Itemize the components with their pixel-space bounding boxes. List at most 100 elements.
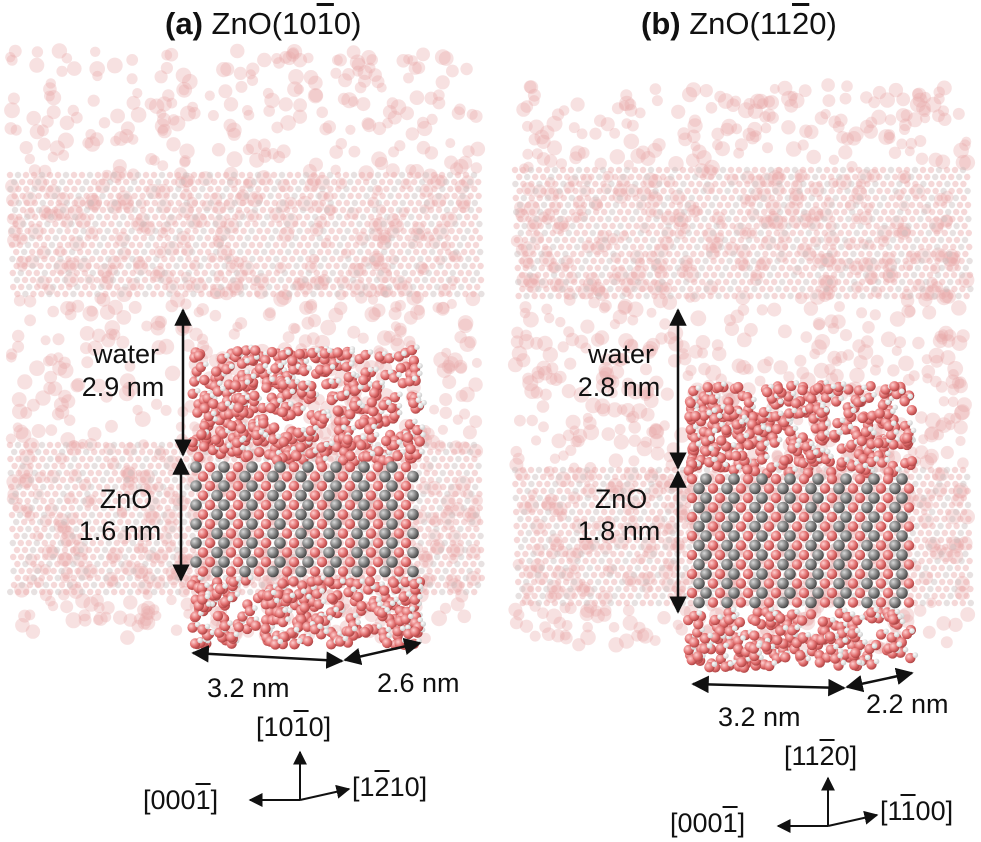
periodic-crystal-atom [184, 483, 191, 491]
periodic-water-atom [469, 415, 483, 428]
periodic-water-atom [112, 159, 127, 174]
periodic-crystal-atom [13, 262, 20, 270]
periodic-crystal-atom [435, 448, 442, 456]
periodic-crystal-atom [537, 208, 544, 216]
periodic-crystal-atom [948, 173, 955, 181]
periodic-crystal-atom [49, 525, 56, 533]
periodic-crystal-atom [87, 469, 95, 477]
periodic-crystal-atom [519, 166, 527, 174]
periodic-crystal-atom [9, 525, 16, 533]
periodic-water-atom [26, 110, 41, 126]
periodic-water-atom [176, 230, 191, 246]
periodic-water-atom [920, 113, 931, 124]
periodic-crystal-atom [411, 206, 419, 214]
periodic-water-atom [834, 301, 845, 312]
periodic-crystal-atom [533, 215, 540, 223]
periodic-water-atom [928, 152, 943, 167]
periodic-water-atom [116, 310, 132, 325]
periodic-crystal-atom [299, 192, 306, 200]
periodic-crystal-atom [263, 199, 270, 207]
periodic-crystal-atom [461, 518, 468, 526]
periodic-crystal-atom [107, 462, 114, 470]
periodic-crystal-atom [9, 269, 16, 277]
periodic-crystal-atom [881, 208, 888, 216]
periodic-crystal-atom [959, 166, 967, 174]
periodic-crystal-atom [182, 574, 189, 582]
periodic-crystal-atom [559, 166, 567, 174]
periodic-water-atom [640, 407, 655, 422]
periodic-crystal-atom [756, 187, 763, 195]
periodic-water-atom [513, 609, 525, 621]
periodic-crystal-atom [420, 504, 427, 512]
periodic-crystal-atom [261, 276, 269, 284]
periodic-crystal-atom [149, 248, 156, 256]
periodic-water-atom [462, 145, 475, 158]
periodic-water-atom [297, 195, 314, 212]
periodic-crystal-atom [415, 185, 422, 193]
periodic-water-atom [137, 528, 152, 543]
periodic-water-atom [697, 347, 708, 359]
periodic-crystal-atom [333, 248, 340, 256]
periodic-water-atom [216, 244, 233, 261]
periodic-water-atom [160, 404, 172, 416]
periodic-crystal-atom [151, 469, 158, 477]
periodic-crystal-atom [920, 194, 927, 202]
periodic-crystal-atom [453, 276, 461, 284]
periodic-crystal-atom [251, 206, 259, 214]
periodic-water-atom [760, 122, 772, 134]
periodic-crystal-atom [459, 448, 466, 456]
periodic-water-atom [459, 386, 475, 403]
periodic-crystal-atom [591, 166, 599, 174]
periodic-water-atom [290, 323, 301, 334]
periodic-water-atom [400, 106, 414, 121]
periodic-crystal-atom [307, 206, 315, 214]
periodic-crystal-atom [276, 220, 283, 228]
periodic-crystal-atom [166, 441, 174, 449]
periodic-crystal-atom [146, 567, 153, 575]
periodic-crystal-atom [360, 213, 367, 221]
periodic-crystal-atom [557, 215, 564, 223]
periodic-crystal-atom [369, 269, 376, 277]
periodic-crystal-atom [789, 215, 796, 223]
periodic-crystal-atom [325, 276, 333, 284]
periodic-crystal-atom [99, 206, 107, 214]
periodic-crystal-atom [454, 574, 461, 582]
periodic-water-atom [21, 506, 33, 518]
periodic-crystal-atom [437, 276, 445, 284]
periodic-crystal-atom [182, 560, 189, 568]
periodic-water-atom [298, 334, 313, 348]
periodic-crystal-atom [333, 262, 340, 270]
periodic-crystal-atom [34, 283, 41, 291]
periodic-water-atom [388, 146, 400, 158]
periodic-crystal-atom [102, 290, 109, 298]
periodic-water-atom [246, 138, 262, 155]
periodic-water-atom [82, 305, 99, 322]
periodic-crystal-atom [449, 269, 456, 277]
periodic-water-atom [441, 494, 456, 510]
periodic-crystal-atom [149, 276, 157, 284]
periodic-crystal-atom [7, 199, 14, 207]
periodic-crystal-atom [163, 448, 170, 456]
periodic-crystal-atom [416, 213, 423, 221]
periodic-crystal-atom [839, 166, 847, 174]
periodic-crystal-atom [399, 199, 406, 207]
periodic-water-atom [31, 46, 44, 58]
periodic-crystal-atom [937, 208, 944, 216]
periodic-crystal-atom [91, 192, 98, 200]
periodic-crystal-atom [31, 199, 38, 207]
periodic-water-atom [351, 57, 366, 72]
periodic-crystal-atom [95, 469, 103, 477]
periodic-crystal-atom [166, 171, 174, 179]
periodic-crystal-atom [271, 185, 278, 193]
periodic-crystal-atom [32, 483, 39, 491]
periodic-water-atom [11, 403, 28, 420]
periodic-crystal-atom [116, 220, 123, 228]
periodic-crystal-atom [361, 255, 368, 263]
periodic-crystal-atom [292, 234, 299, 242]
periodic-water-atom [6, 352, 17, 363]
periodic-water-atom [186, 196, 198, 209]
periodic-crystal-atom [817, 208, 824, 216]
periodic-water-atom [157, 123, 172, 139]
periodic-crystal-atom [652, 201, 660, 209]
periodic-crystal-atom [62, 574, 69, 582]
